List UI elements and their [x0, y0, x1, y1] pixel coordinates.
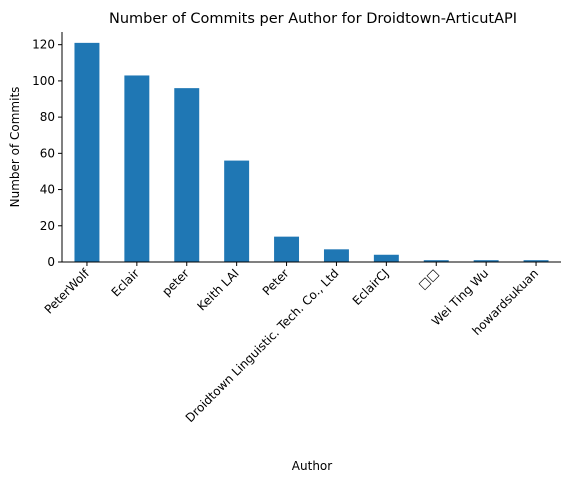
y-tick-label-3: 60 — [40, 146, 55, 160]
chart-title: Number of Commits per Author for Droidto… — [109, 11, 517, 27]
x-tick-label-2: peter — [159, 266, 192, 299]
bar-9 — [523, 260, 549, 262]
bar-3 — [224, 160, 250, 262]
bar-0 — [74, 42, 100, 262]
bar-8 — [473, 260, 499, 262]
y-tick-label-1: 20 — [40, 219, 55, 233]
bars-group — [74, 42, 549, 263]
y-tick-label-0: 0 — [47, 255, 55, 269]
y-tick-label-2: 40 — [40, 183, 55, 197]
y-axis-label: Number of Commits — [8, 87, 22, 208]
x-tick-label-7: □□ — [415, 266, 441, 292]
bar-2 — [174, 88, 200, 263]
bar-7 — [423, 260, 449, 262]
y-tick-label-6: 120 — [32, 38, 55, 52]
bar-4 — [274, 236, 300, 262]
bar-1 — [124, 75, 150, 262]
x-tick-label-6: EclairCJ — [350, 266, 392, 308]
x-tick-label-0: PeterWolf — [42, 266, 93, 317]
bar-6 — [373, 254, 399, 262]
x-tick-label-1: Eclair — [109, 266, 142, 299]
x-axis-ticks: PeterWolf Eclair peter Keith LAI PeterDroidt… — [42, 262, 541, 425]
x-tick-label-3: Keith LAI — [195, 266, 242, 313]
y-tick-label-4: 80 — [40, 110, 55, 124]
y-tick-label-5: 100 — [32, 74, 55, 88]
bar-5 — [323, 249, 349, 262]
x-tick-label-4: Peter — [260, 266, 292, 298]
y-axis-ticks: 0 20 40 60 80 100 120 — [32, 38, 62, 269]
x-axis-label: Author — [292, 459, 332, 473]
